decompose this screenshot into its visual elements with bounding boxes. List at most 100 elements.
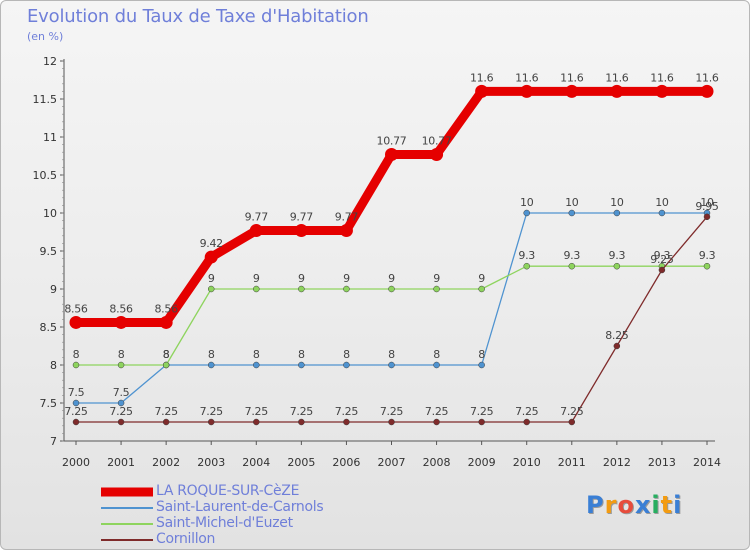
data-label: 9.3 [609,249,626,262]
x-tick-label: 2009 [468,456,496,469]
x-tick-label: 2008 [423,456,451,469]
data-label: 10.77 [377,134,407,147]
logo-letter: t [660,491,674,519]
data-label: 11.6 [470,71,494,84]
y-tick-label: 7 [50,435,57,448]
data-point [117,418,125,426]
data-point [478,418,485,426]
y-tick-label: 11 [43,131,57,144]
data-point [298,418,305,426]
data-point [613,262,621,270]
data-point [72,361,80,369]
data-label: 7.25 [154,405,178,418]
data-label: 9.3 [518,249,535,262]
data-point [523,262,530,270]
data-label: 7.25 [515,405,539,418]
data-point [253,418,260,426]
data-label: 9 [433,272,440,285]
data-label: 8 [478,348,485,361]
data-point [568,209,576,217]
data-point [658,266,666,274]
data-point [298,285,305,293]
data-label: 7.5 [113,386,130,399]
data-label: 7.25 [245,405,269,418]
legend-label: Cornillon [156,531,216,547]
proxiti-logo: Proxiti [586,491,682,519]
logo-letter: i [651,491,661,519]
data-point [207,418,215,426]
data-point [478,361,485,369]
data-point [114,315,128,329]
data-label: 7.25 [290,405,314,418]
x-tick-label: 2001 [107,456,135,469]
data-point [339,223,353,237]
data-label: 9.77 [245,210,269,223]
x-tick-label: 2002 [152,456,180,469]
data-label: 10 [565,196,579,209]
data-label: 8 [388,348,395,361]
data-point [207,361,215,369]
y-axis-unit-label: (en %) [27,30,64,43]
data-point [343,361,350,369]
legend-swatch [101,487,153,497]
data-label: 10 [700,196,714,209]
data-point [117,399,125,407]
data-label: 8 [253,348,260,361]
data-label: 11.6 [695,71,719,84]
data-point [388,285,395,293]
data-point [565,84,579,98]
data-point [475,84,489,98]
data-point [343,285,350,293]
data-label: 10 [520,196,534,209]
data-label: 8 [163,348,170,361]
data-point [159,315,173,329]
data-label: 11.6 [560,71,584,84]
data-label: 7.25 [470,405,494,418]
data-point [253,361,260,369]
data-point [658,209,666,217]
data-label: 8 [433,348,440,361]
y-tick-label: 7.5 [40,397,58,410]
data-point [162,418,170,426]
data-label: 8.56 [154,302,178,315]
logo-letter: i [673,491,683,519]
data-point [703,262,711,270]
data-label: 8.25 [605,329,629,342]
data-point [385,147,398,161]
data-point [703,213,711,221]
data-label: 7.25 [64,405,88,418]
data-point [298,361,305,369]
data-label: 9.77 [335,210,359,223]
x-tick-label: 2014 [693,456,721,469]
data-point [433,361,440,369]
data-point [655,84,669,98]
x-tick-label: 2000 [62,456,90,469]
data-point [433,418,440,426]
data-label: 9.3 [563,249,580,262]
legend-swatch [101,523,153,525]
data-label: 9.3 [699,249,716,262]
x-tick-label: 2011 [558,456,586,469]
data-label: 9.42 [200,237,223,250]
logo-letter: o [617,491,635,519]
y-tick-label: 11.5 [33,93,58,106]
x-tick-label: 2010 [513,456,541,469]
data-label: 7.25 [200,405,224,418]
data-label: 8.56 [109,302,133,315]
y-tick-label: 12 [43,55,57,68]
data-point [568,418,576,426]
data-label: 8 [208,348,215,361]
data-label: 9 [253,272,260,285]
data-point [204,250,218,264]
data-point [523,418,530,426]
data-point [433,285,440,293]
x-tick-label: 2004 [242,456,270,469]
data-point [388,418,395,426]
y-tick-label: 8 [50,359,57,372]
data-label: 8 [118,348,125,361]
x-tick-label: 2003 [197,456,225,469]
data-point [343,418,350,426]
data-point [207,285,215,293]
data-label: 8 [163,348,170,361]
